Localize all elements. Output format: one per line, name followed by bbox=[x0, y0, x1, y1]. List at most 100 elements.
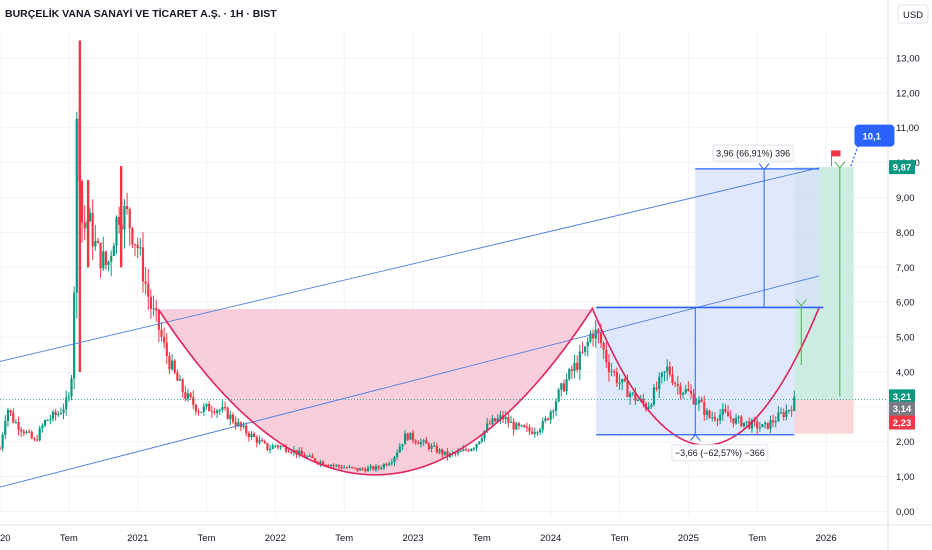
candle-body bbox=[594, 329, 597, 339]
candle-body bbox=[618, 382, 621, 384]
candle-body bbox=[499, 415, 502, 419]
time-tick-label: 2024 bbox=[540, 533, 561, 544]
candle-body bbox=[216, 410, 219, 413]
candle-body bbox=[311, 455, 314, 459]
candle-body bbox=[425, 440, 428, 444]
candle-body bbox=[785, 410, 788, 417]
candle-body bbox=[300, 450, 303, 455]
time-tick-label: 2022 bbox=[265, 533, 286, 544]
candle-body bbox=[520, 425, 523, 427]
candle-body bbox=[396, 452, 399, 457]
candle-body bbox=[276, 445, 280, 448]
candle-body bbox=[597, 329, 600, 333]
candle-body bbox=[509, 421, 513, 423]
candle-body bbox=[623, 378, 626, 382]
candle-body bbox=[679, 385, 682, 395]
time-tick-label: Tem bbox=[473, 533, 491, 544]
candle-body bbox=[721, 409, 724, 415]
currency-button[interactable] bbox=[897, 4, 929, 24]
candle-body bbox=[724, 409, 727, 412]
candle-body bbox=[483, 430, 486, 439]
candle-body bbox=[205, 403, 208, 407]
candle-body bbox=[41, 425, 44, 429]
candle-body bbox=[287, 451, 290, 453]
cup-fill-area bbox=[158, 309, 593, 475]
upper-measure-label: 3,96 (66,91%) 396 bbox=[716, 149, 790, 159]
candle-body bbox=[576, 362, 579, 370]
candle-body bbox=[758, 427, 761, 429]
candle-body bbox=[647, 406, 650, 410]
candle-body bbox=[737, 416, 740, 418]
candle-body bbox=[372, 466, 375, 470]
candle-body bbox=[557, 389, 560, 402]
candle-body bbox=[306, 456, 309, 458]
candle-body bbox=[261, 439, 264, 442]
candle-body bbox=[133, 244, 137, 246]
candle-body bbox=[51, 411, 55, 419]
candle-body bbox=[443, 451, 446, 455]
upper-measure-label-box bbox=[712, 144, 794, 162]
candle-body bbox=[268, 448, 272, 450]
candle-body bbox=[660, 372, 663, 377]
candle-body bbox=[255, 436, 258, 443]
candle-body bbox=[165, 342, 168, 357]
candle-body bbox=[586, 341, 589, 347]
candle-body bbox=[652, 387, 656, 405]
price-axis[interactable]: 0,001,002,003,004,005,006,007,008,009,00… bbox=[896, 53, 920, 518]
candle-body bbox=[221, 407, 224, 411]
candle-body bbox=[160, 329, 163, 337]
candle-body bbox=[427, 443, 431, 449]
time-tick-label: 2023 bbox=[402, 533, 423, 544]
candle-body bbox=[536, 432, 539, 434]
candle-body bbox=[493, 418, 497, 422]
candle-body bbox=[573, 362, 576, 371]
candle-body bbox=[33, 438, 36, 440]
candle-body bbox=[658, 376, 661, 390]
price-badge bbox=[889, 401, 915, 416]
candle-body bbox=[170, 360, 174, 370]
candle-body bbox=[303, 454, 306, 458]
candle-body bbox=[401, 444, 404, 447]
candle-body bbox=[38, 428, 41, 441]
candle-body bbox=[73, 292, 76, 379]
currency-label: USD bbox=[903, 10, 923, 21]
candle-body bbox=[734, 417, 738, 424]
candle-body bbox=[91, 212, 94, 247]
candle-body bbox=[761, 424, 764, 428]
candle-body bbox=[615, 372, 618, 384]
candle-body bbox=[393, 456, 396, 463]
cup-curve bbox=[157, 308, 593, 476]
candle-body bbox=[655, 387, 658, 390]
candle-body bbox=[9, 410, 12, 413]
candle-body bbox=[666, 366, 669, 372]
candle-body bbox=[433, 445, 436, 447]
candle-body bbox=[528, 427, 531, 432]
candle-body bbox=[470, 448, 473, 451]
candle-body bbox=[28, 431, 31, 433]
candle-body bbox=[319, 461, 322, 464]
candle-body bbox=[446, 451, 449, 457]
target-callout-box bbox=[854, 124, 895, 147]
candle-body bbox=[99, 242, 102, 269]
candle-body bbox=[80, 181, 84, 223]
candle-body bbox=[94, 241, 97, 247]
candle-body bbox=[544, 418, 547, 421]
candle-body bbox=[345, 467, 348, 469]
price-badge bbox=[889, 415, 915, 430]
candle-body bbox=[125, 206, 129, 209]
time-axis[interactable]: 2020 Tem 2021 Tem 2022 Tem 2023 Tem 2024 Tem 2025 T… bbox=[0, 533, 837, 544]
candle-body bbox=[464, 449, 468, 451]
candle-body bbox=[708, 410, 711, 418]
candle-body bbox=[491, 418, 494, 424]
candle-body bbox=[189, 393, 192, 398]
price-tick-label: 8,00 bbox=[896, 228, 915, 239]
candle-body bbox=[711, 417, 714, 419]
candle-body bbox=[102, 251, 105, 269]
candle-body bbox=[560, 383, 563, 390]
candle-body bbox=[366, 467, 370, 472]
candle-body bbox=[210, 411, 213, 413]
candle-body bbox=[202, 406, 205, 412]
candle-body bbox=[35, 439, 39, 441]
breakout-arrow-head bbox=[795, 299, 807, 307]
